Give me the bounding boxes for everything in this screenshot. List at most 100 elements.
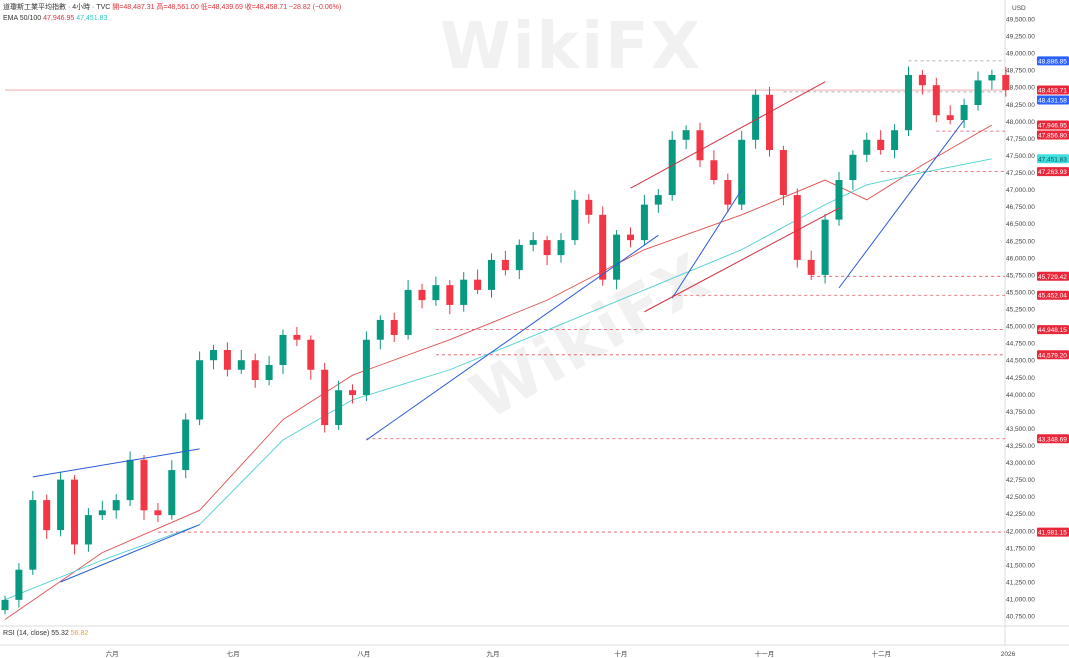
price-tick: 45,000.00 bbox=[1006, 324, 1035, 331]
ema100-value: 47,451.83 bbox=[76, 15, 108, 22]
candle-body bbox=[821, 219, 829, 275]
trendline bbox=[838, 119, 965, 289]
price-label: 48,886.85 bbox=[1038, 58, 1067, 65]
price-label: 45,452.04 bbox=[1038, 293, 1067, 300]
candle-body bbox=[807, 259, 815, 275]
candle-body bbox=[696, 130, 704, 161]
price-tick: 44,000.00 bbox=[1006, 392, 1035, 399]
price-tick: 41,250.00 bbox=[1006, 579, 1035, 586]
candle-body bbox=[752, 94, 760, 140]
candle-body bbox=[863, 139, 871, 155]
price-label: 47,946.95 bbox=[1038, 122, 1067, 129]
candle-body bbox=[835, 180, 843, 220]
price-label-badge bbox=[1037, 290, 1069, 300]
price-tick: 44,250.00 bbox=[1006, 375, 1035, 382]
price-label-badge bbox=[1037, 56, 1069, 66]
price-tick: 42,250.00 bbox=[1006, 511, 1035, 518]
price-label: 47,856.80 bbox=[1038, 132, 1067, 139]
symbol-title[interactable]: 道瓊斯工業平均指數 · 4小時 · TVC bbox=[3, 4, 111, 11]
price-label: 41,981.15 bbox=[1038, 530, 1067, 537]
open-value: 開=48,487.31 bbox=[112, 4, 155, 11]
price-label-badge bbox=[1037, 527, 1069, 537]
candle-body bbox=[710, 160, 718, 181]
trendline bbox=[671, 189, 743, 299]
price-label-badge bbox=[1037, 85, 1069, 95]
candle-body bbox=[293, 334, 301, 340]
candle-body bbox=[84, 515, 92, 545]
price-tick: 48,250.00 bbox=[1006, 102, 1035, 109]
currency-label: USD bbox=[1012, 5, 1026, 12]
candle-body bbox=[515, 244, 523, 271]
candle-body bbox=[223, 349, 231, 370]
price-label-badge bbox=[1037, 167, 1069, 177]
candle-body bbox=[640, 204, 648, 241]
price-tick: 45,750.00 bbox=[1006, 272, 1035, 279]
price-tick: 49,250.00 bbox=[1006, 34, 1035, 41]
candle-body bbox=[15, 569, 23, 600]
candle-body bbox=[57, 479, 65, 531]
candle-body bbox=[321, 369, 329, 426]
candle-body bbox=[877, 139, 885, 151]
candle-body bbox=[43, 500, 51, 531]
price-tick: 48,500.00 bbox=[1006, 85, 1035, 92]
price-label: 48,458.71 bbox=[1038, 88, 1067, 95]
candle-body bbox=[529, 240, 537, 245]
trendline bbox=[32, 448, 200, 478]
candle-body bbox=[488, 259, 495, 290]
rsi-ma-value: 56.82 bbox=[70, 630, 89, 637]
price-label-badge bbox=[1037, 95, 1069, 105]
candle-body bbox=[168, 470, 176, 516]
close-value: 收=48,458.71 bbox=[244, 4, 288, 11]
price-tick: 41,750.00 bbox=[1006, 545, 1035, 552]
candle-body bbox=[71, 479, 78, 545]
price-tick: 46,750.00 bbox=[1006, 204, 1035, 211]
candle-body bbox=[362, 339, 370, 396]
candle-body bbox=[501, 259, 509, 271]
candle-body bbox=[599, 214, 607, 280]
ema50-value: 47,946.95 bbox=[43, 15, 75, 22]
candle-body bbox=[474, 279, 482, 290]
price-label-badge bbox=[1037, 434, 1069, 444]
candle-body bbox=[891, 130, 899, 151]
price-tick: 45,500.00 bbox=[1006, 289, 1035, 296]
candle-body bbox=[279, 334, 287, 365]
trendline bbox=[630, 81, 826, 189]
price-tick: 42,000.00 bbox=[1006, 528, 1035, 535]
price-tick: 42,500.00 bbox=[1006, 494, 1035, 501]
candle-body bbox=[766, 94, 773, 151]
watermark: WikiFX bbox=[440, 10, 703, 84]
price-tick: 40,750.00 bbox=[1006, 614, 1035, 621]
price-tick: 43,500.00 bbox=[1006, 426, 1035, 433]
price-label: 45,729.42 bbox=[1038, 274, 1067, 281]
price-tick: 46,500.00 bbox=[1006, 221, 1035, 228]
candle-body bbox=[779, 150, 787, 196]
price-tick: 42,750.00 bbox=[1006, 477, 1035, 484]
candle-body bbox=[668, 139, 676, 196]
candle-body bbox=[724, 180, 732, 205]
candle-body bbox=[1, 599, 9, 611]
price-label-badge bbox=[1037, 325, 1069, 335]
candle-body bbox=[418, 289, 426, 301]
candle-body bbox=[140, 459, 148, 511]
ema-label[interactable]: EMA 50/100 bbox=[3, 15, 42, 22]
candle-body bbox=[29, 500, 37, 570]
price-label: 47,263.93 bbox=[1038, 169, 1067, 176]
price-tick: 43,750.00 bbox=[1006, 409, 1035, 416]
price-tick: 43,250.00 bbox=[1006, 443, 1035, 450]
price-tick: 45,250.00 bbox=[1006, 307, 1035, 314]
price-label: 44,948.15 bbox=[1038, 327, 1067, 334]
candle-body bbox=[557, 240, 565, 256]
rsi-value: 55.32 bbox=[51, 630, 69, 637]
price-label: 43,348.69 bbox=[1038, 436, 1067, 443]
price-tick: 47,000.00 bbox=[1006, 187, 1035, 194]
ema100-line bbox=[4, 158, 992, 601]
time-tick: 十一月 bbox=[755, 649, 775, 658]
time-tick: 七月 bbox=[227, 649, 240, 658]
price-label-badge bbox=[1037, 130, 1069, 140]
rsi-legend[interactable]: RSI (14, close) 55.32 56.82 bbox=[3, 630, 88, 637]
trendline bbox=[644, 207, 840, 313]
price-tick: 47,500.00 bbox=[1006, 153, 1035, 160]
candle-body bbox=[112, 500, 120, 511]
candle-body bbox=[182, 419, 190, 471]
